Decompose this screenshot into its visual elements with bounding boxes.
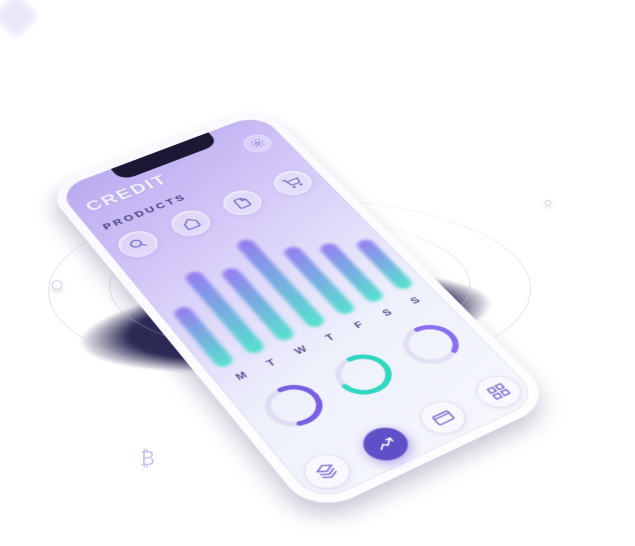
nav-wallet-button[interactable]: [412, 395, 475, 440]
grid-icon: [484, 381, 514, 402]
chart-bar: [182, 270, 266, 356]
xaxis-label: W: [289, 342, 312, 357]
nav-chart-button[interactable]: [354, 421, 417, 467]
settings-button[interactable]: [239, 131, 277, 155]
home-button[interactable]: [165, 206, 218, 241]
document-button[interactable]: [216, 186, 268, 220]
chart-icon: [371, 433, 401, 455]
xaxis-label: S: [403, 293, 426, 308]
search-icon: [126, 236, 150, 252]
progress-ring: [322, 345, 406, 404]
xaxis-label: F: [347, 317, 370, 332]
progress-ring: [389, 316, 472, 373]
stack-icon: [312, 460, 342, 483]
xaxis-label: M: [229, 368, 253, 384]
xaxis-label: S: [375, 305, 398, 320]
cart-button[interactable]: [267, 166, 319, 199]
nav-grid-button[interactable]: [468, 370, 530, 414]
search-button[interactable]: [112, 226, 165, 261]
nav-stack-button[interactable]: [295, 448, 359, 495]
orbit-dot: [52, 280, 62, 290]
xaxis-label: T: [259, 355, 283, 371]
document-icon: [231, 195, 254, 210]
home-icon: [179, 215, 203, 231]
bitcoin-icon: ₿: [140, 448, 155, 471]
floating-cube-icon: [0, 0, 39, 39]
cart-icon: [281, 175, 304, 190]
xaxis-label: T: [318, 330, 341, 345]
wallet-icon: [428, 407, 458, 428]
orbit-dot: [545, 200, 551, 206]
gear-icon: [248, 137, 268, 150]
progress-ring: [251, 375, 336, 436]
